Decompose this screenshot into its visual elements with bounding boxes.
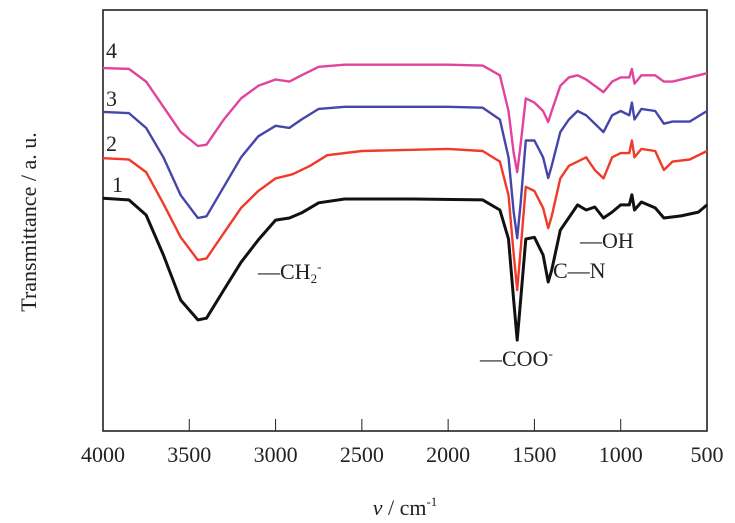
x-tick-label-2000: 2000 xyxy=(426,442,471,467)
curve-label-1: 1 xyxy=(112,172,123,197)
annotation-ch2-sub: 2 xyxy=(310,271,318,286)
annotation-coo: —COO- xyxy=(480,347,553,370)
y-axis-label: Transmittance / a. u. xyxy=(16,132,41,312)
annotation-ch2: —CH2- xyxy=(258,260,321,285)
curve-label-3: 3 xyxy=(106,86,117,111)
annotation-cn-text: C—N xyxy=(553,258,606,283)
x-axis-label-var: v xyxy=(372,495,383,520)
curve-label-2: 2 xyxy=(106,131,117,156)
annotation-ch2-sup: - xyxy=(317,259,322,274)
x-tick-label-500: 500 xyxy=(690,442,724,467)
x-tick-label-1000: 1000 xyxy=(598,442,643,467)
annotation-oh-text: —OH xyxy=(580,228,634,253)
plot-frame xyxy=(102,9,708,432)
x-tick-label-1500: 1500 xyxy=(512,442,557,467)
x-axis-label: v / cm-1 xyxy=(373,494,438,521)
series-line-3 xyxy=(102,101,708,240)
x-axis-label-unit: / cm xyxy=(387,495,427,520)
series-lines xyxy=(102,63,708,342)
x-tick-label-4000: 4000 xyxy=(81,442,125,467)
annotation-oh: —OH xyxy=(580,230,634,252)
x-tick-label-2500: 2500 xyxy=(339,442,384,467)
annotation-cn: C—N xyxy=(553,260,606,282)
series-line-1 xyxy=(102,193,708,342)
x-ticks xyxy=(188,419,622,431)
curve-label-4: 4 xyxy=(106,38,117,63)
x-axis-label-sup: -1 xyxy=(426,494,438,509)
series-line-4 xyxy=(102,63,708,174)
x-tick-label-3500: 3500 xyxy=(167,442,212,467)
x-tick-label-3000: 3000 xyxy=(253,442,298,467)
annotation-coo-sup: - xyxy=(548,346,553,361)
series-line-2 xyxy=(102,139,708,292)
annotation-coo-text: —COO xyxy=(480,346,549,371)
annotation-ch2-text: —CH xyxy=(258,259,311,284)
